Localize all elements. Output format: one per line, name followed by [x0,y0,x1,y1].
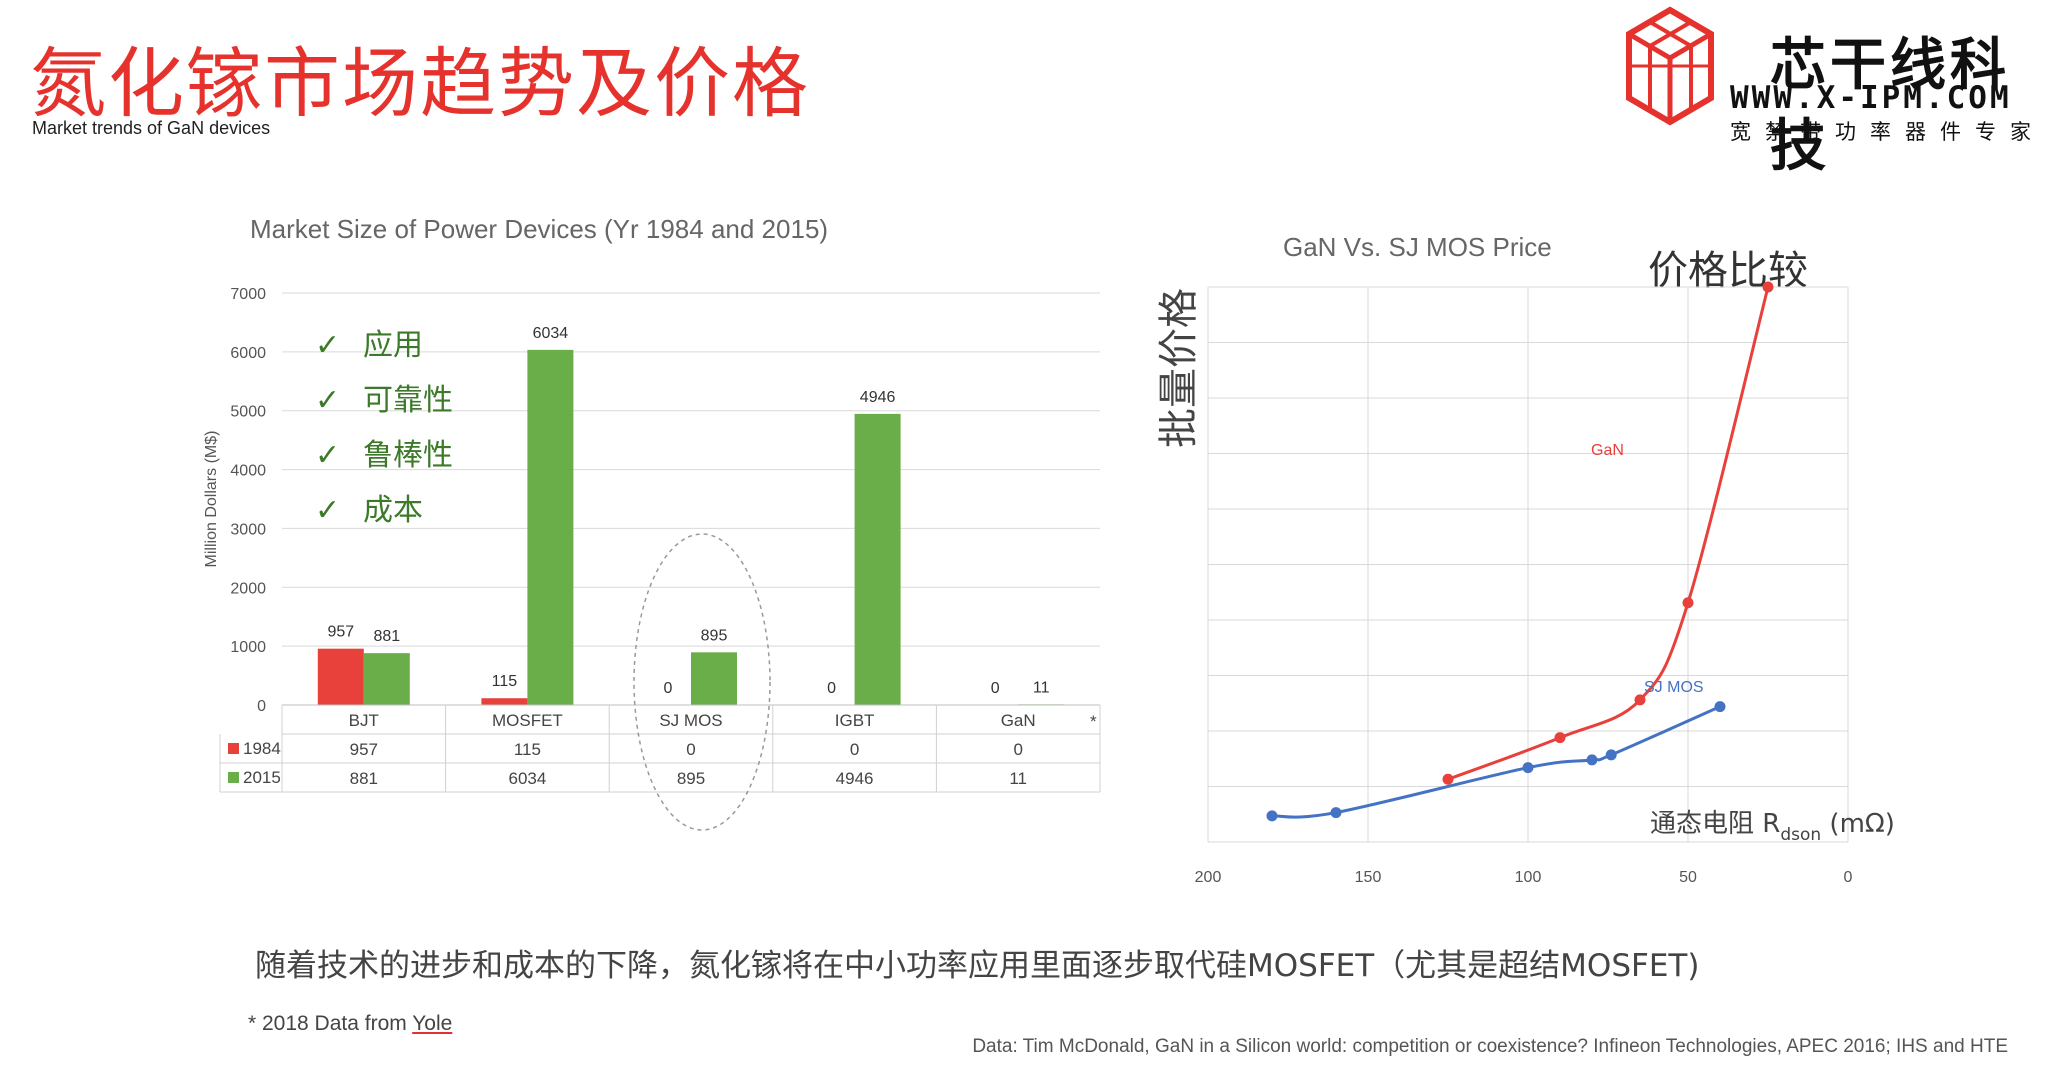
checklist-item: ✓ 成本 [315,483,453,538]
bar-category-label: MOSFET [492,711,563,730]
price-x-tick-label: 100 [1515,869,1542,886]
checklist-item: ✓ 可靠性 [315,373,453,428]
bar-value-label: 957 [327,624,354,641]
price-x-axis-label: 通态电阻 Rdson (mΩ) [1650,809,1895,845]
sj-mos-price-point [1586,754,1598,766]
gan-series-label: GaN [1591,442,1624,459]
legend-label-1984: 1984 [243,739,281,758]
logo-url: WWW.X-IPM.COM [1730,80,2012,116]
table-cell-1984: 0 [850,740,859,759]
bar-y-tick-label: 3000 [230,521,266,538]
gan-note-asterisk: * [1090,712,1097,731]
check-icon: ✓ [315,328,341,363]
bar-y-tick-label: 2000 [230,580,266,597]
sj-mos-series-label: SJ MOS [1644,679,1704,696]
bar-value-label: 0 [664,680,673,697]
benefit-checklist: ✓ 应用 ✓ 可靠性 ✓ 鲁棒性 ✓ 成本 [315,318,453,538]
bar-category-label: IGBT [835,711,875,730]
bar-value-label: 0 [827,680,836,697]
sj-mos-price-point [1330,807,1342,819]
check-icon: ✓ [315,493,341,528]
bar-value-label: 11 [1033,679,1050,696]
page-title: 氮化镓市场趋势及价格 [30,39,810,128]
price-y-axis-label: 批量价格 [1156,288,1202,448]
sj-mos-price-point [1522,762,1534,774]
bar-value-label: 895 [701,627,728,644]
page-subtitle: Market trends of GaN devices [32,118,271,138]
footnote-source-link[interactable]: Yole [412,1012,453,1035]
bar-y-tick-label: 7000 [230,286,266,303]
logo-hexagon-icon [1626,6,1714,126]
bar-igbt-2015 [854,413,901,705]
bar-sj-mos-2015 [691,652,737,705]
price-chart-annotation: 价格比较 [1648,248,1808,294]
table-cell-1984: 115 [514,740,541,759]
table-cell-1984: 0 [1013,740,1022,759]
logo-tagline: 宽禁带功率器件专家 [1730,120,2045,144]
bar-y-tick-label: 4000 [230,463,266,480]
legend-label-2015: 2015 [243,768,281,787]
legend-swatch-2015 [228,772,239,783]
bar-value-label: 6034 [533,325,569,342]
bar-y-tick-label: 1000 [230,639,266,656]
sj-mos-price-point [1266,810,1278,822]
bar-category-label: SJ MOS [659,711,722,730]
sj-mos-price-point [1714,701,1726,713]
gan-price-point [1442,773,1454,785]
bar-category-label: GaN [1001,711,1036,730]
check-icon: ✓ [315,438,341,473]
price-x-tick-label: 150 [1355,869,1382,886]
conclusion-text: 随着技术的进步和成本的下降，氮化镓将在中小功率应用里面逐步取代硅MOSFET（尤… [255,948,1700,984]
bar-value-label: 115 [492,673,518,690]
logo-name: 芯干线科技 [1770,33,2010,179]
bar-value-label: 4946 [860,389,896,406]
checklist-item: ✓ 鲁棒性 [315,428,453,483]
price-x-tick-label: 50 [1679,869,1697,886]
bar-mosfet-2015 [527,349,574,705]
gan-price-point [1634,694,1646,706]
table-cell-2015: 6034 [508,769,546,788]
bar-category-label: BJT [349,711,379,730]
table-cell-2015: 11 [1009,769,1027,788]
check-icon: ✓ [315,383,341,418]
gan-price-point [1554,732,1566,744]
price-x-tick-label: 0 [1844,869,1853,886]
bar-y-tick-label: 0 [257,698,266,715]
footnote: * 2018 Data from Yole [248,1012,453,1035]
table-cell-1984: 0 [686,740,695,759]
table-cell-2015: 881 [350,769,378,788]
bar-bjt-2015 [363,653,410,705]
bar-y-tick-label: 6000 [230,345,266,362]
bar-value-label: 881 [373,628,400,645]
bar-y-axis-label: Million Dollars (M$) [203,431,220,568]
bar-value-label: 0 [991,680,1000,697]
bar-bjt-1984 [317,648,364,705]
table-cell-1984: 957 [350,740,378,759]
sj-mos-price-point [1605,749,1617,761]
source-citation: Data: Tim McDonald, GaN in a Silicon wor… [972,1036,2008,1057]
price-x-tick-label: 200 [1195,869,1222,886]
bar-mosfet-1984 [481,698,528,705]
table-cell-2015: 4946 [836,769,874,788]
checklist-item: ✓ 应用 [315,318,453,373]
gan-price-point [1682,597,1694,609]
legend-swatch-1984 [228,743,239,754]
bar-chart-title: Market Size of Power Devices (Yr 1984 an… [250,214,829,244]
bar-y-tick-label: 5000 [230,404,266,421]
price-chart-title: GaN Vs. SJ MOS Price [1283,232,1552,262]
table-cell-2015: 895 [677,769,705,788]
gan-price-point [1762,281,1774,293]
gan-price-line [1447,286,1770,781]
